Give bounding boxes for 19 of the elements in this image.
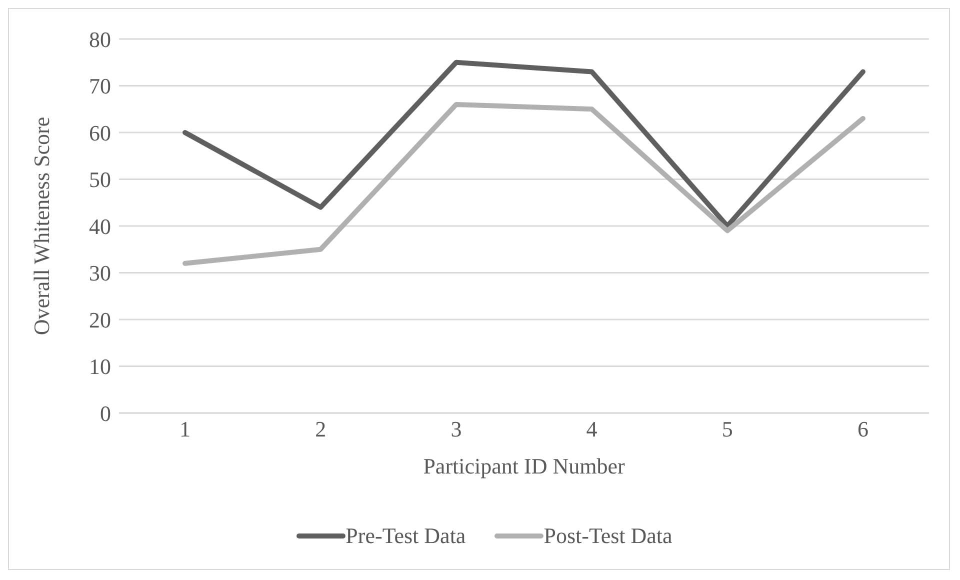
y-tick-label: 80 (89, 26, 111, 52)
x-tick-label: 3 (450, 416, 462, 442)
y-tick-label: 10 (89, 354, 111, 380)
y-tick-label: 50 (89, 167, 111, 192)
y-tick-label: 70 (89, 74, 111, 99)
y-tick-label: 30 (89, 260, 111, 286)
legend-label: Pre-Test Data (346, 523, 466, 549)
y-tick-label: 60 (89, 120, 111, 146)
y-tick-label: 40 (89, 214, 111, 239)
y-tick-label: 0 (100, 400, 111, 426)
x-tick-label: 6 (858, 416, 868, 442)
y-axis-title: Overall Whiteness Score (28, 116, 54, 336)
x-tick-label: 4 (586, 416, 598, 442)
x-tick-label: 2 (315, 416, 326, 442)
x-tick-label: 1 (180, 416, 190, 442)
x-tick-label: 5 (722, 416, 733, 442)
y-tick-label: 20 (89, 307, 111, 332)
legend-label: Post-Test Data (544, 523, 672, 549)
x-axis-title: Participant ID Number (423, 454, 626, 479)
